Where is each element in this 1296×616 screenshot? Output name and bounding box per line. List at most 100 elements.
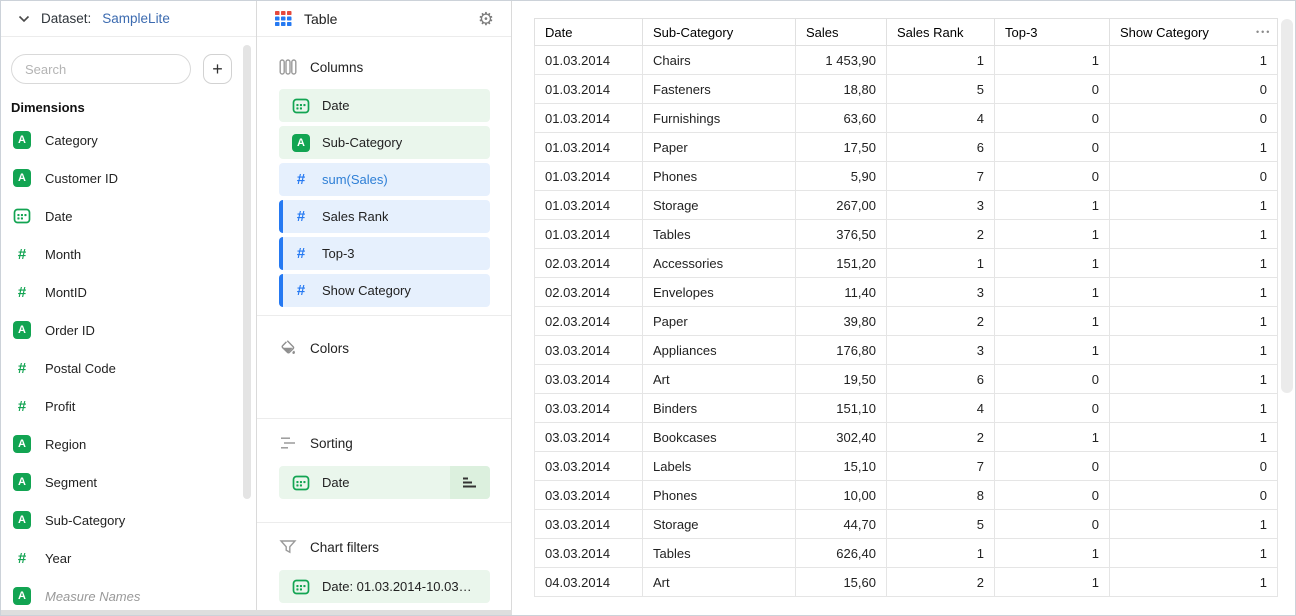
table-cell: 302,40 xyxy=(795,422,887,452)
table-cell: 1 xyxy=(1109,45,1278,75)
table-cell: Tables xyxy=(642,538,796,568)
table-cell: 0 xyxy=(994,509,1110,539)
pill-label: sum(Sales) xyxy=(322,172,388,187)
field-item-segment[interactable]: A Segment xyxy=(1,463,246,501)
dimensions-heading: Dimensions xyxy=(11,100,85,115)
table-cell: 63,60 xyxy=(795,103,887,133)
table-cell: 1 xyxy=(994,422,1110,452)
sort-ascending-icon[interactable] xyxy=(450,466,490,499)
colors-section-label: Colors xyxy=(310,340,350,356)
table-cell: 15,10 xyxy=(795,451,887,481)
field-item-montid[interactable]: # MontID xyxy=(1,273,246,311)
column-header-sales[interactable]: Sales xyxy=(795,18,887,46)
field-item-profit[interactable]: # Profit xyxy=(1,387,246,425)
columns-pill-show-category[interactable]: # Show Category xyxy=(279,274,490,307)
field-item-postal-code[interactable]: # Postal Code xyxy=(1,349,246,387)
field-item-date[interactable]: Date xyxy=(1,197,246,235)
table-cell: 0 xyxy=(994,480,1110,510)
table-cell: Paper xyxy=(642,306,796,336)
chart-filters-section-label: Chart filters xyxy=(310,539,380,555)
table-cell: 0 xyxy=(994,161,1110,191)
table-cell: 15,60 xyxy=(795,567,887,597)
horizontal-scrollbar[interactable] xyxy=(1,610,512,615)
table-cell: 0 xyxy=(1109,74,1278,104)
dataset-name-link[interactable]: SampleLite xyxy=(102,11,170,26)
table-cell: 5,90 xyxy=(795,161,887,191)
search-input[interactable] xyxy=(11,54,191,84)
table-cell: 151,20 xyxy=(795,248,887,278)
table-cell: 8 xyxy=(886,480,995,510)
table-cell: Appliances xyxy=(642,335,796,365)
field-label: Measure Names xyxy=(45,588,141,604)
table-cell: 1 xyxy=(1109,190,1278,220)
section-divider xyxy=(257,315,511,316)
pill-label: Sub-Category xyxy=(322,135,403,150)
field-item-sub-category[interactable]: A Sub-Category xyxy=(1,501,246,539)
table-cell: Fasteners xyxy=(642,74,796,104)
sorting-pill-date[interactable]: Date xyxy=(279,466,490,499)
columns-icon xyxy=(279,58,297,76)
field-item-order-id[interactable]: A Order ID xyxy=(1,311,246,349)
table-cell: 6 xyxy=(886,132,995,162)
table-cell: 44,70 xyxy=(795,509,887,539)
column-header-show-category[interactable]: Show Category xyxy=(1109,18,1278,46)
table-cell: 01.03.2014 xyxy=(534,161,643,191)
columns-pill-sub-category[interactable]: A Sub-Category xyxy=(279,126,490,159)
table-cell: 01.03.2014 xyxy=(534,45,643,75)
column-header-sales-rank[interactable]: Sales Rank xyxy=(886,18,995,46)
table-row: 03.03.2014 Tables 626,40 1 1 1 xyxy=(534,538,1278,568)
table-row: 03.03.2014 Phones 10,00 8 0 0 xyxy=(534,480,1278,510)
columns-pill-sales-rank[interactable]: # Sales Rank xyxy=(279,200,490,233)
filter-pill[interactable]: Date: 01.03.2014-10.03.20… xyxy=(279,570,490,603)
table-cell: Art xyxy=(642,364,796,394)
table-row: 01.03.2014 Phones 5,90 7 0 0 xyxy=(534,161,1278,191)
pill-label: Date xyxy=(322,98,350,113)
table-cell: 0 xyxy=(1109,451,1278,481)
field-item-measure-names[interactable]: A Measure Names xyxy=(1,577,246,615)
field-item-category[interactable]: A Category xyxy=(1,121,246,159)
field-item-customer-id[interactable]: A Customer ID xyxy=(1,159,246,197)
sidebar-scrollbar[interactable] xyxy=(243,45,251,499)
columns-pill-sum-sales[interactable]: # sum(Sales) xyxy=(279,163,490,196)
table-cell: 1 xyxy=(886,248,995,278)
table-cell: 1 xyxy=(994,567,1110,597)
columns-section-label: Columns xyxy=(310,59,364,75)
column-header-sub-category[interactable]: Sub-Category xyxy=(642,18,796,46)
field-item-year[interactable]: # Year xyxy=(1,539,246,577)
table-vertical-scrollbar[interactable] xyxy=(1281,19,1293,393)
table-cell: 1 xyxy=(994,248,1110,278)
table-cell: 3 xyxy=(886,190,995,220)
column-header-date[interactable]: Date xyxy=(534,18,643,46)
table-cell: Accessories xyxy=(642,248,796,278)
pill-label: Show Category xyxy=(322,283,411,298)
table-cell: 01.03.2014 xyxy=(534,74,643,104)
text-field-icon: A xyxy=(292,133,310,152)
sorting-section-label: Sorting xyxy=(310,435,353,451)
date-field-icon xyxy=(292,578,310,596)
dataset-header: Dataset: SampleLite xyxy=(1,1,256,37)
table-cell: 7 xyxy=(886,161,995,191)
table-cell: Envelopes xyxy=(642,277,796,307)
columns-pill-top-3[interactable]: # Top-3 xyxy=(279,237,490,270)
column-header-top-3[interactable]: Top-3 xyxy=(994,18,1110,46)
table-menu-icon[interactable]: ••• xyxy=(1256,27,1272,37)
table-cell: 1 453,90 xyxy=(795,45,887,75)
add-field-button[interactable]: + xyxy=(203,54,232,84)
table-row: 03.03.2014 Binders 151,10 4 0 1 xyxy=(534,393,1278,423)
table-row: 01.03.2014 Tables 376,50 2 1 1 xyxy=(534,219,1278,249)
pill-label: Top-3 xyxy=(322,246,355,261)
table-cell: 11,40 xyxy=(795,277,887,307)
number-field-icon: # xyxy=(17,359,27,377)
sorting-icon xyxy=(279,434,297,452)
table-cell: 5 xyxy=(886,74,995,104)
field-item-region[interactable]: A Region xyxy=(1,425,246,463)
table-cell: 4 xyxy=(886,393,995,423)
field-item-month[interactable]: # Month xyxy=(1,235,246,273)
chevron-down-icon[interactable] xyxy=(18,15,30,23)
columns-pill-date[interactable]: Date xyxy=(279,89,490,122)
table-cell: 3 xyxy=(886,335,995,365)
field-label: Order ID xyxy=(45,322,95,338)
gear-icon[interactable]: ⚙ xyxy=(477,8,494,29)
visualization-header[interactable]: Table ⚙ xyxy=(257,1,511,37)
field-label: Region xyxy=(45,436,87,452)
